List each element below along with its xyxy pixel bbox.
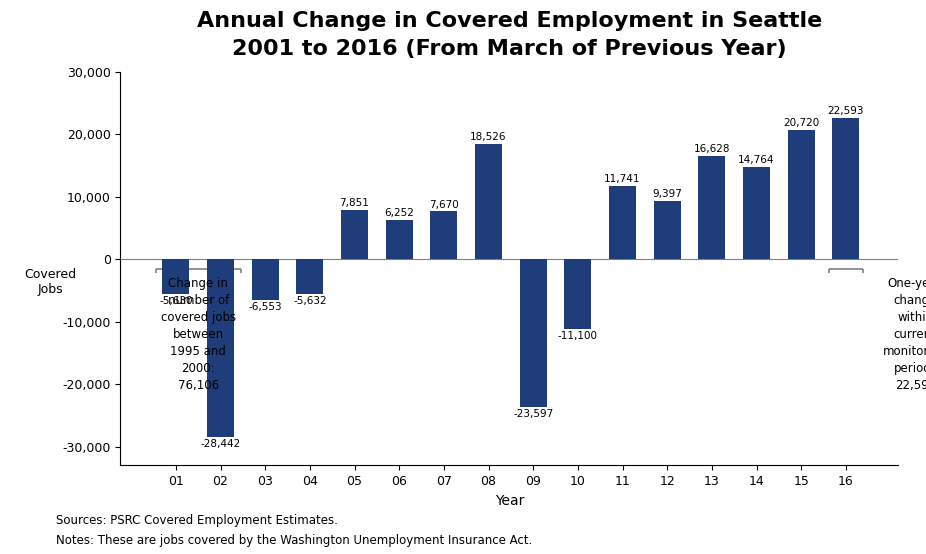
Bar bbox=[744, 167, 770, 259]
Text: 14,764: 14,764 bbox=[738, 155, 775, 165]
Text: 6,252: 6,252 bbox=[384, 208, 414, 218]
Y-axis label: Covered
Jobs: Covered Jobs bbox=[24, 269, 77, 296]
Text: Change in
number of
covered jobs
between
1995 and
2000:
76,106: Change in number of covered jobs between… bbox=[160, 277, 236, 392]
Bar bbox=[565, 259, 592, 329]
Bar bbox=[162, 259, 189, 295]
Bar bbox=[788, 130, 815, 259]
Text: 11,741: 11,741 bbox=[605, 174, 641, 184]
Text: -28,442: -28,442 bbox=[200, 439, 241, 449]
Text: -23,597: -23,597 bbox=[513, 408, 554, 418]
Text: 22,593: 22,593 bbox=[828, 106, 864, 116]
Bar bbox=[341, 211, 368, 259]
Text: -11,100: -11,100 bbox=[557, 331, 598, 341]
Bar bbox=[609, 186, 636, 259]
Text: -6,553: -6,553 bbox=[248, 302, 282, 312]
Text: Sources: PSRC Covered Employment Estimates.: Sources: PSRC Covered Employment Estimat… bbox=[56, 515, 337, 527]
Text: 18,526: 18,526 bbox=[470, 132, 507, 142]
Bar bbox=[386, 220, 413, 259]
X-axis label: Year: Year bbox=[494, 494, 524, 507]
Bar bbox=[475, 143, 502, 259]
Text: -5,632: -5,632 bbox=[293, 296, 327, 306]
Bar bbox=[832, 118, 859, 259]
Bar bbox=[252, 259, 279, 300]
Text: Notes: These are jobs covered by the Washington Unemployment Insurance Act.: Notes: These are jobs covered by the Was… bbox=[56, 535, 532, 547]
Bar bbox=[431, 212, 457, 259]
Text: 7,851: 7,851 bbox=[340, 198, 369, 208]
Text: 20,720: 20,720 bbox=[783, 118, 820, 128]
Bar bbox=[207, 259, 234, 437]
Bar bbox=[654, 201, 681, 259]
Title: Annual Change in Covered Employment in Seattle
2001 to 2016 (From March of Previ: Annual Change in Covered Employment in S… bbox=[196, 11, 822, 59]
Bar bbox=[296, 259, 323, 295]
Bar bbox=[519, 259, 546, 407]
Text: 16,628: 16,628 bbox=[694, 143, 730, 153]
Text: One-year
change
within
current
monitoring
period:
22,593: One-year change within current monitorin… bbox=[882, 277, 926, 392]
Bar bbox=[698, 156, 725, 259]
Text: 7,670: 7,670 bbox=[429, 199, 458, 209]
Text: 9,397: 9,397 bbox=[652, 189, 682, 199]
Text: -5,630: -5,630 bbox=[159, 296, 193, 306]
